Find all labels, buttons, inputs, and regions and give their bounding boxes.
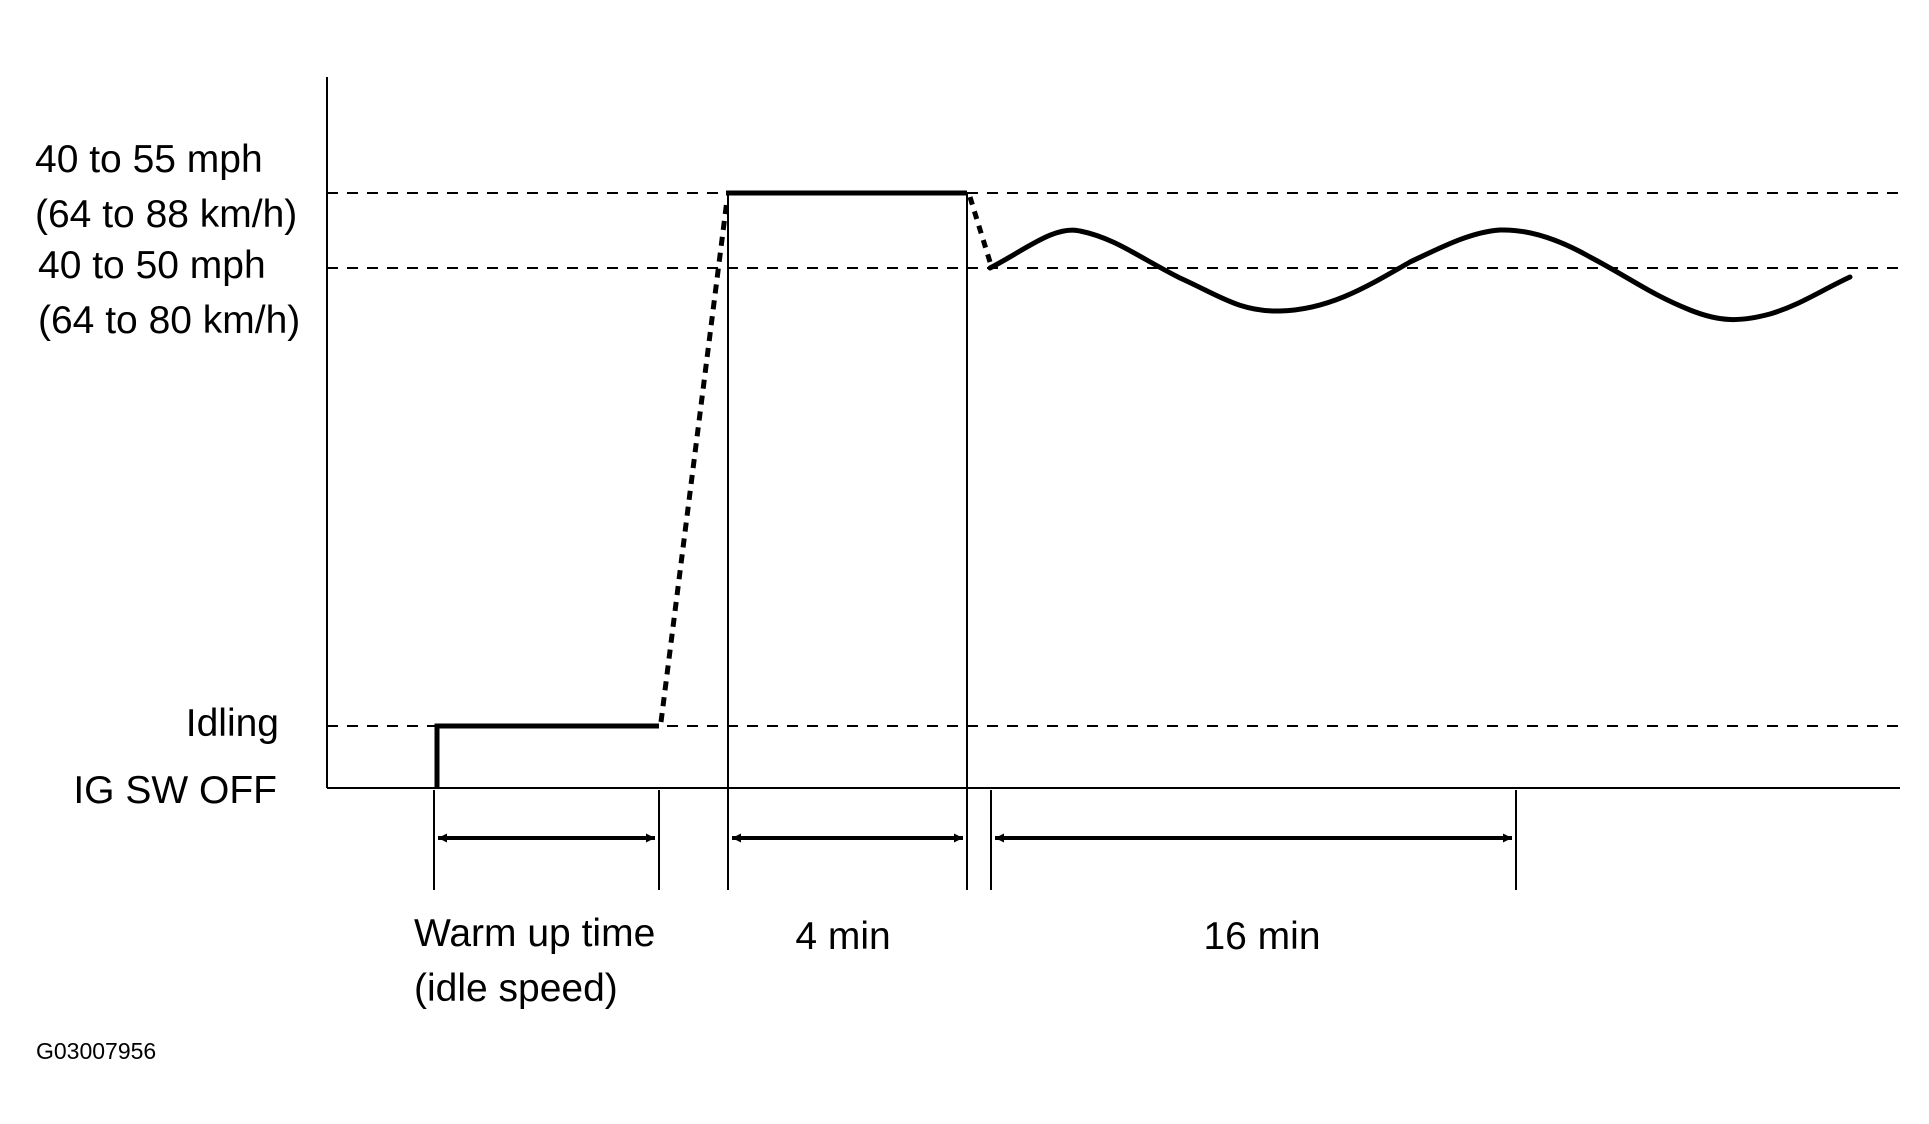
idle-speed-label: (idle speed) [414, 967, 618, 1010]
idling-label: Idling [186, 702, 279, 745]
warmup-time-label: Warm up time [414, 912, 655, 955]
cruise-duration-label: 16 min [1203, 915, 1320, 958]
acceleration-dotted-ramp [658, 199, 730, 723]
lower-speed-label-mph: 40 to 50 mph [38, 244, 266, 287]
upper-speed-label-mph: 40 to 55 mph [35, 138, 263, 181]
idle-speed-trace [434, 723, 659, 788]
upper-speed-label-kmh: (64 to 88 km/h) [35, 193, 297, 236]
figure-code: G03007956 [36, 1038, 156, 1064]
ig-sw-off-label: IG SW OFF [73, 769, 277, 812]
cruise-speed-wave [987, 227, 1853, 323]
deceleration-dotted-drop [967, 196, 993, 263]
lower-speed-label-kmh: (64 to 80 km/h) [38, 299, 300, 342]
hold-duration-label: 4 min [795, 915, 890, 958]
